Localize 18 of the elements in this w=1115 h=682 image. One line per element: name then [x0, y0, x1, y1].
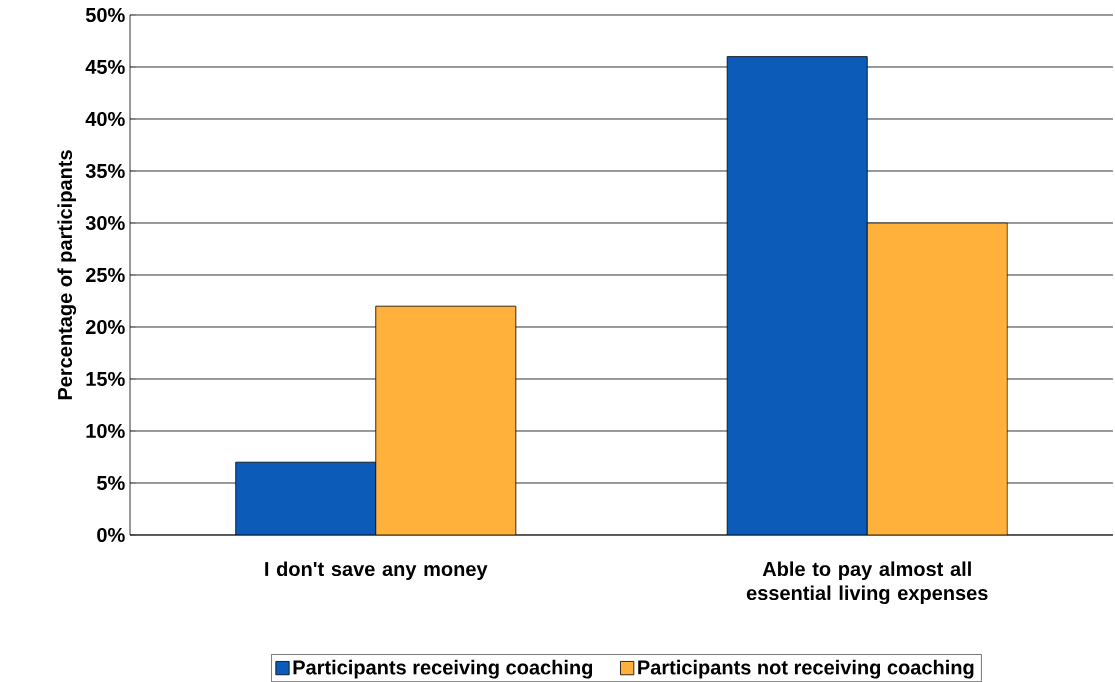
- y-tick-label: 20%: [85, 319, 125, 335]
- y-tick-label: 50%: [85, 7, 125, 23]
- y-tick-label: 30%: [85, 215, 125, 231]
- y-tick-label: 10%: [86, 423, 125, 439]
- y-axis-title: Percentage of participants: [57, 150, 77, 400]
- bar: [726, 56, 868, 535]
- y-tick-label: 5%: [97, 475, 125, 491]
- bar: [235, 461, 377, 535]
- x-tick-label: I don't save any money: [265, 561, 488, 581]
- y-tick-label: 0%: [97, 527, 125, 543]
- y-tick-label: 15%: [86, 371, 125, 387]
- y-tick-label: 25%: [85, 267, 125, 283]
- y-tick-label: 40%: [85, 111, 125, 127]
- y-tick-label: 45%: [85, 59, 125, 75]
- x-tick-label: Able to pay almost all essential living expenses: [746, 561, 988, 605]
- legend-label: Participants not receiving coaching: [638, 659, 974, 679]
- legend-label: Participants receiving coaching: [293, 659, 593, 679]
- y-tick-label: 35%: [85, 163, 125, 179]
